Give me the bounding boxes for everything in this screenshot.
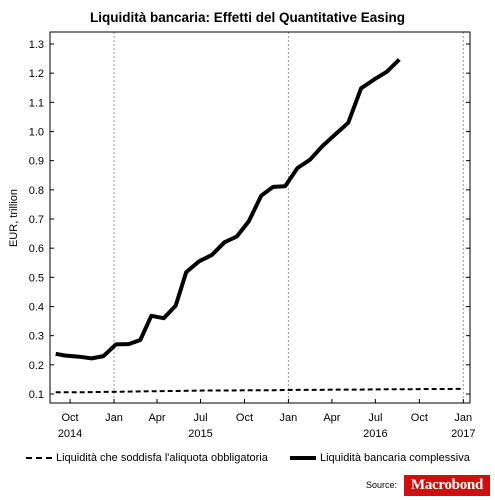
x-tick-label: Jan (280, 412, 298, 424)
x-tick-label: Apr (148, 412, 165, 424)
y-tick-label: 0.8 (29, 185, 44, 197)
y-tick-label: 0.7 (29, 214, 44, 226)
y-tick-label: 1.0 (29, 127, 44, 139)
macrobond-logo: Macrobond (404, 475, 490, 496)
y-tick-label: 0.9 (29, 156, 44, 168)
source-label: Source: (366, 480, 398, 490)
solid-line-swatch (290, 456, 316, 461)
y-tick-label: 1.1 (29, 97, 44, 109)
legend-item-required-reserves: Liquidità che soddisfa l'aliquota obblig… (26, 452, 268, 464)
y-tick-label: 0.5 (29, 272, 44, 284)
y-tick-label: 0.2 (29, 360, 44, 372)
x-year-label: 2017 (451, 428, 475, 440)
legend-label: Liquidità bancaria complessiva (320, 452, 470, 464)
y-tick-label: 1.2 (29, 68, 44, 80)
chart-title: Liquidità bancaria: Effetti del Quantita… (89, 10, 406, 25)
legend-item-total-liquidity: Liquidità bancaria complessiva (290, 452, 470, 464)
series-line-required-reserves (55, 387, 463, 394)
y-tick-label: 0.3 (29, 331, 44, 343)
series-line-total-liquidity (55, 58, 401, 361)
x-tick-label: Oct (236, 412, 253, 424)
y-tick-label: 1.3 (29, 39, 44, 51)
legend-label: Liquidità che soddisfa l'aliquota obblig… (56, 452, 268, 464)
y-tick-label: 0.4 (29, 302, 44, 314)
y-axis-label: EUR, trillion (8, 189, 20, 247)
x-year-label: 2015 (188, 428, 212, 440)
x-tick-label: Jul (193, 412, 207, 424)
dashed-line-swatch (26, 457, 52, 460)
x-tick-label: Oct (62, 412, 79, 424)
x-tick-label: Jul (368, 412, 382, 424)
x-year-label: 2016 (363, 428, 387, 440)
x-tick-label: Oct (411, 412, 428, 424)
y-tick-label: 0.1 (29, 389, 44, 401)
x-tick-label: Apr (323, 412, 340, 424)
plot-frame (49, 31, 471, 404)
x-tick-label: Jan (454, 412, 472, 424)
y-tick-label: 0.6 (29, 243, 44, 255)
x-tick-label: Jan (105, 412, 123, 424)
x-year-label: 2014 (58, 428, 82, 440)
